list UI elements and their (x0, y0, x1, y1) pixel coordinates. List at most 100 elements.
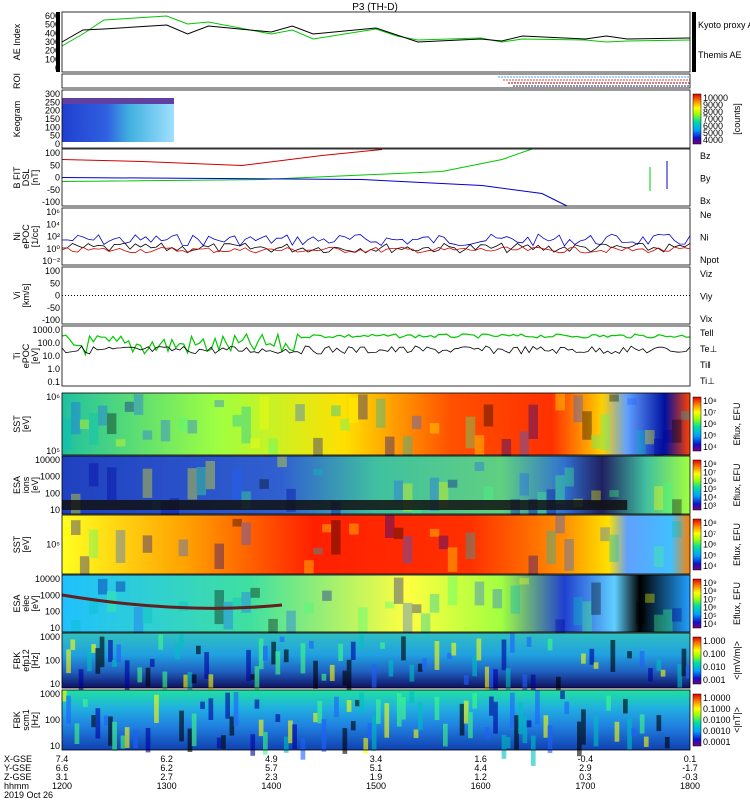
fbk_b-texture-cell (656, 715, 662, 732)
esa_e-texture-cell (591, 582, 601, 615)
esa_e-colorbar-tick: 10⁴ (703, 619, 717, 629)
sst_i-spectrogram (62, 393, 690, 455)
eph-value: 2.7 (160, 772, 173, 782)
esa_i-colorbar (692, 459, 702, 511)
fbk_b-ytick: 10 (50, 741, 60, 751)
panel-frame-keogram (61, 89, 691, 149)
panel-frame-esa_e (61, 574, 691, 633)
ti-ytick: 1000.0 (32, 325, 60, 335)
sst_e-colorbar-label: Eflux, EFU (732, 523, 742, 566)
fbk_e-texture-cell (681, 648, 687, 677)
fbk_e-texture-cell (87, 648, 92, 672)
fbk_e-texture-cell (522, 674, 528, 691)
fbk_e-texture-cell (204, 652, 209, 679)
ni-ytick: 10⁻² (42, 256, 60, 266)
fbk_e-texture-cell (254, 666, 260, 699)
ti-tell-trace (61, 345, 691, 355)
roi-ylabel: ROI (12, 73, 22, 89)
esa_i-texture-cell (402, 483, 413, 512)
esa_e-texture-cell (286, 610, 296, 642)
panel-frame-vi (61, 266, 691, 325)
ti-ytick: 100.0 (37, 338, 60, 348)
fbk_b-texture-cell (547, 725, 553, 754)
esa_e-texture-cell (447, 576, 458, 606)
esa_e-texture-cell (672, 608, 682, 622)
esa_e-texture-cell (411, 604, 422, 614)
fbk_b-texture-cell (560, 690, 565, 700)
fbk_b-texture-cell (346, 700, 352, 712)
esa_i-texture-cell (663, 482, 673, 516)
sst_i-texture-cell (71, 402, 81, 435)
fbk_e-texture-cell (530, 674, 536, 698)
esa_e-texture-cell (322, 590, 332, 601)
fbk_e-texture-cell (627, 651, 632, 659)
esa_e-texture-cell (178, 601, 189, 611)
keogram-colorbar-tick: 5000 (703, 128, 723, 138)
sst_i-ytick: 10⁶ (46, 392, 60, 402)
ni-ylabel: [1/cc] (30, 226, 40, 248)
esa_e-colorbar-tick: 10⁶ (703, 603, 717, 613)
sst_e-texture-cell (331, 520, 341, 555)
bfit-ytick: 0 (55, 173, 60, 183)
fbk_b-texture-cell (639, 714, 645, 734)
ae-series-0 (61, 15, 691, 47)
fbk_b-texture-cell (396, 693, 402, 727)
ti-ylabel: [eV] (30, 348, 40, 364)
sst_i-texture-cell (232, 414, 242, 427)
sst_i-texture-cell (241, 406, 251, 444)
fbk_b-texture-cell (505, 737, 511, 749)
esa_e-texture-cell (663, 609, 673, 634)
fbk_b-texture-cell (321, 719, 327, 752)
eph-value: 1.2 (474, 772, 487, 782)
sst_e-texture (62, 515, 682, 596)
ae-ytick: 100 (45, 54, 60, 64)
bfit-ylabel: DSL (21, 169, 31, 187)
fbk_e-texture-cell (183, 674, 189, 689)
ni-ylabel: ePOC (21, 224, 31, 249)
vi-ytick: 0 (55, 291, 60, 301)
esa_i-texture-cell (672, 499, 682, 527)
fbk_e-texture-cell (145, 667, 151, 687)
sst_i-texture-cell (474, 435, 485, 469)
legend-kyoto: Kyoto proxy AE (698, 20, 750, 30)
sst_i-texture-cell (88, 413, 99, 445)
fbk_e-texture-cell (489, 667, 494, 694)
fbk_e-texture-cell (271, 641, 276, 665)
fbk_b-texture-cell (124, 727, 130, 748)
fbk_e-colorbar-tick: 0.001 (703, 675, 726, 685)
ni-ne-trace (61, 246, 691, 254)
esa_i-texture-cell (474, 462, 485, 471)
fbk_b-texture-cell (631, 728, 637, 736)
fbk_e-texture-cell (593, 662, 599, 669)
fbk_b-ylabel: [Hz] (30, 712, 40, 728)
fbk_b-texture-cell (91, 715, 96, 728)
fbk_b-texture-cell (225, 692, 230, 719)
keogram-ylabel: Keogram (12, 101, 22, 138)
fbk_b-texture-cell (82, 699, 88, 707)
esa_i-texture-cell (591, 490, 601, 502)
esa_i-texture-cell (519, 473, 529, 496)
fbk_e-texture-cell (279, 636, 285, 643)
sst_i-texture-cell (600, 414, 610, 450)
fbk_b-texture-cell (472, 693, 477, 709)
fbk_b-colorbar (692, 693, 702, 747)
sst_i-texture-cell (645, 430, 655, 445)
esa_e-colorbar-tick: 10⁵ (703, 611, 717, 621)
esa_i-colorbar-tick: 10⁵ (703, 484, 717, 494)
fbk_b-colorbar-tick: 0.0001 (703, 737, 731, 747)
esa_i-colorbar-tick: 10⁸ (703, 459, 717, 469)
keogram-ytick: 300 (45, 89, 60, 99)
keogram-colorbar-tick: 6000 (703, 121, 723, 131)
esa_i-texture-cell (106, 467, 117, 501)
fbk_b-texture-cell (489, 696, 494, 716)
fbk_b-texture-cell (342, 728, 348, 754)
esa_i-texture-cell (259, 479, 269, 489)
fbk_e-texture-cell (610, 640, 616, 672)
fbk_e-ytick: 1000 (40, 632, 60, 642)
esa_e-spectrogram (62, 575, 690, 632)
fbk_b-texture-cell (409, 691, 415, 703)
ti-ytick: 0.1 (47, 377, 60, 387)
